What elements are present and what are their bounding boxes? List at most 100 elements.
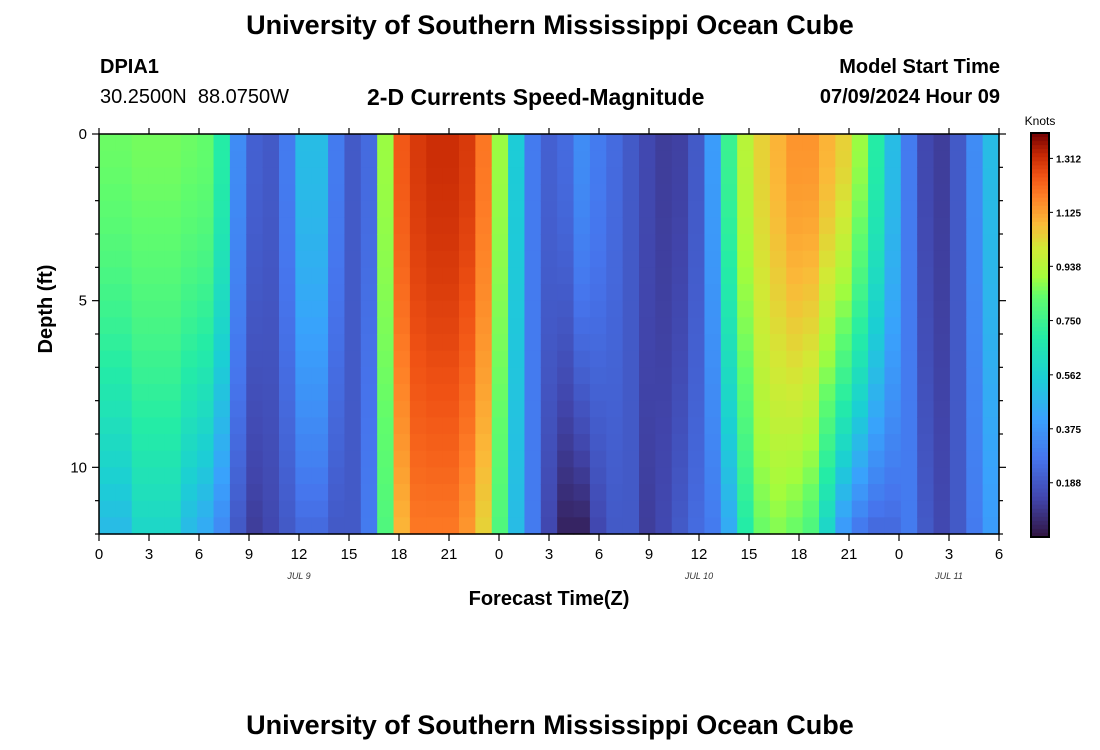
heatmap-cell — [655, 184, 673, 202]
heatmap-cell — [377, 400, 395, 418]
colorbar-segment — [1031, 395, 1049, 401]
heatmap-cell — [180, 400, 198, 418]
heatmap-cell — [917, 484, 935, 502]
heatmap-cell — [164, 450, 182, 468]
heatmap-cell — [328, 467, 346, 485]
heatmap-cell — [393, 234, 411, 252]
heatmap-cell — [524, 417, 542, 435]
heatmap-cell — [409, 267, 427, 285]
heatmap-cell — [868, 250, 886, 268]
colorbar-segment — [1031, 322, 1049, 328]
heatmap-cell — [622, 234, 640, 252]
heatmap-cell — [393, 317, 411, 335]
colorbar-segment — [1031, 496, 1049, 502]
heatmap-cell — [982, 350, 1000, 368]
heatmap-cell — [491, 317, 509, 335]
heatmap-cell — [344, 134, 362, 152]
heatmap-cell — [213, 400, 231, 418]
heatmap-cell — [229, 167, 247, 185]
heatmap-cell — [409, 350, 427, 368]
heatmap-cell — [982, 150, 1000, 168]
heatmap-cell — [229, 217, 247, 235]
heatmap-cell — [639, 467, 656, 485]
heatmap-cell — [769, 334, 787, 352]
heatmap-cell — [131, 250, 149, 268]
colorbar-segment — [1031, 351, 1049, 356]
heatmap-cell — [606, 350, 624, 368]
heatmap-cell — [622, 417, 640, 435]
x-tick-label: 21 — [841, 546, 858, 563]
heatmap-cell — [99, 450, 116, 468]
heatmap-cell — [328, 384, 346, 402]
colorbar-segment — [1031, 234, 1049, 239]
heatmap-cell — [639, 417, 656, 435]
heatmap-cell — [229, 500, 247, 518]
heatmap-cell — [377, 450, 395, 468]
heatmap-cell — [851, 417, 869, 435]
colorbar-segment — [1031, 314, 1049, 320]
x-tick-label: 9 — [245, 546, 253, 563]
heatmap-cell — [393, 150, 411, 168]
heatmap-cell — [164, 434, 182, 452]
heatmap-cell — [819, 350, 836, 368]
heatmap-cell — [246, 317, 264, 335]
heatmap-cell — [884, 284, 902, 302]
colorbar-segment — [1031, 516, 1049, 522]
heatmap-cell — [213, 300, 231, 318]
heatmap-cell — [295, 334, 313, 352]
heatmap-cell — [409, 234, 427, 252]
heatmap-cell — [573, 184, 591, 202]
colorbar-segment — [1031, 387, 1049, 393]
heatmap-cell — [442, 400, 460, 418]
colorbar-segment — [1031, 335, 1049, 340]
heatmap-cell — [720, 367, 738, 385]
heatmap-cell — [409, 450, 427, 468]
heatmap-cell — [409, 367, 427, 385]
heatmap-cell — [148, 467, 166, 485]
heatmap-cell — [99, 317, 116, 335]
heatmap-cell — [868, 267, 886, 285]
heatmap-cell — [557, 300, 575, 318]
heatmap-cell — [737, 150, 755, 168]
heatmap-cell — [524, 517, 542, 535]
heatmap-cell — [835, 267, 853, 285]
colorbar-segment — [1031, 197, 1049, 203]
colorbar-segment — [1031, 363, 1049, 368]
heatmap-cell — [344, 284, 362, 302]
heatmap-cell — [589, 334, 607, 352]
heatmap-cell — [704, 334, 722, 352]
heatmap-cell — [557, 367, 575, 385]
heatmap-cell — [688, 484, 706, 502]
heatmap-cell — [966, 450, 984, 468]
colorbar-segment — [1031, 189, 1049, 195]
heatmap-cell — [671, 200, 689, 218]
heatmap-cell — [688, 267, 706, 285]
heatmap-cell — [246, 184, 264, 202]
heatmap-cell — [966, 167, 984, 185]
colorbar-segment — [1031, 379, 1049, 385]
heatmap-cell — [279, 267, 296, 285]
x-tick-label: 15 — [341, 546, 358, 563]
heatmap-cell — [426, 367, 444, 385]
heatmap-cell — [311, 200, 329, 218]
heatmap-cell — [295, 500, 313, 518]
heatmap-cell — [557, 467, 575, 485]
colorbar-segment — [1031, 238, 1049, 243]
heatmap-cell — [393, 517, 411, 535]
heatmap-cell — [802, 267, 820, 285]
heatmap-cell — [491, 150, 509, 168]
heatmap-cell — [835, 500, 853, 518]
heatmap-cell — [802, 300, 820, 318]
heatmap-cell — [229, 300, 247, 318]
heatmap-cell — [589, 284, 607, 302]
heatmap-cell — [409, 250, 427, 268]
heatmap-cell — [671, 317, 689, 335]
heatmap-cell — [589, 384, 607, 402]
heatmap-cell — [622, 250, 640, 268]
heatmap-cell — [180, 150, 198, 168]
heatmap-cell — [671, 467, 689, 485]
heatmap-cell — [295, 150, 313, 168]
heatmap-cell — [573, 250, 591, 268]
heatmap-cell — [442, 500, 460, 518]
heatmap-cell — [360, 217, 378, 235]
